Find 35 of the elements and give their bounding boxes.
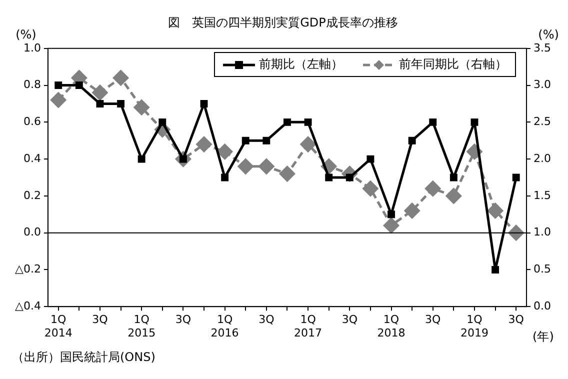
y-axis-title: (%) — [16, 27, 36, 42]
y2-tick-label: 0.5 — [534, 262, 552, 276]
y2-tick-label: 1.0 — [534, 226, 552, 239]
x-tick-label: 1Q 2016 — [210, 313, 239, 340]
x-tick-label: 1Q 2015 — [128, 313, 156, 340]
x-tick-label: 1Q 2014 — [44, 313, 72, 340]
y-tick-label: 0.4 — [23, 152, 41, 165]
y-tick-label: △0.2 — [15, 262, 41, 276]
y2-tick-label: 2.5 — [534, 115, 552, 128]
x-tick-label: 1Q 2017 — [294, 313, 322, 340]
chart-title: 図 英国の四半期別実質GDP成長率の推移 — [168, 15, 398, 30]
legend-label: 前年同期比（右軸） — [399, 56, 507, 73]
x-tick-label: 3Q — [92, 313, 108, 326]
x-tick-label: 3Q — [508, 313, 524, 326]
x-axis-title: (年) — [532, 330, 554, 344]
y-tick-label: 0.8 — [23, 78, 41, 92]
y2-axis-title: (%) — [538, 27, 559, 42]
x-tick-label: 1Q 2018 — [377, 313, 406, 340]
x-tick-label: 3Q — [342, 313, 358, 326]
y-tick-label: △0.4 — [15, 299, 41, 312]
y2-tick-label: 3.5 — [534, 41, 552, 54]
y2-tick-label: 0.0 — [534, 299, 552, 312]
x-tick-label: 3Q — [258, 313, 275, 326]
y-tick-label: 0.2 — [23, 188, 41, 202]
y-tick-label: 0.6 — [23, 115, 41, 128]
y-tick-label: 0.0 — [23, 226, 41, 239]
y-tick-label: 1.0 — [23, 41, 41, 54]
text: （出所）国民統計局(ONS) — [12, 349, 156, 366]
y2-tick-label: 2.0 — [534, 152, 552, 165]
x-tick-label: 3Q — [175, 313, 192, 326]
y2-tick-label: 1.5 — [534, 188, 552, 202]
y2-tick-label: 3.0 — [534, 78, 552, 92]
x-tick-label: 1Q 2019 — [460, 313, 488, 340]
x-tick-label: 3Q — [425, 313, 442, 326]
legend-label: 前期比（左軸） — [259, 56, 343, 73]
